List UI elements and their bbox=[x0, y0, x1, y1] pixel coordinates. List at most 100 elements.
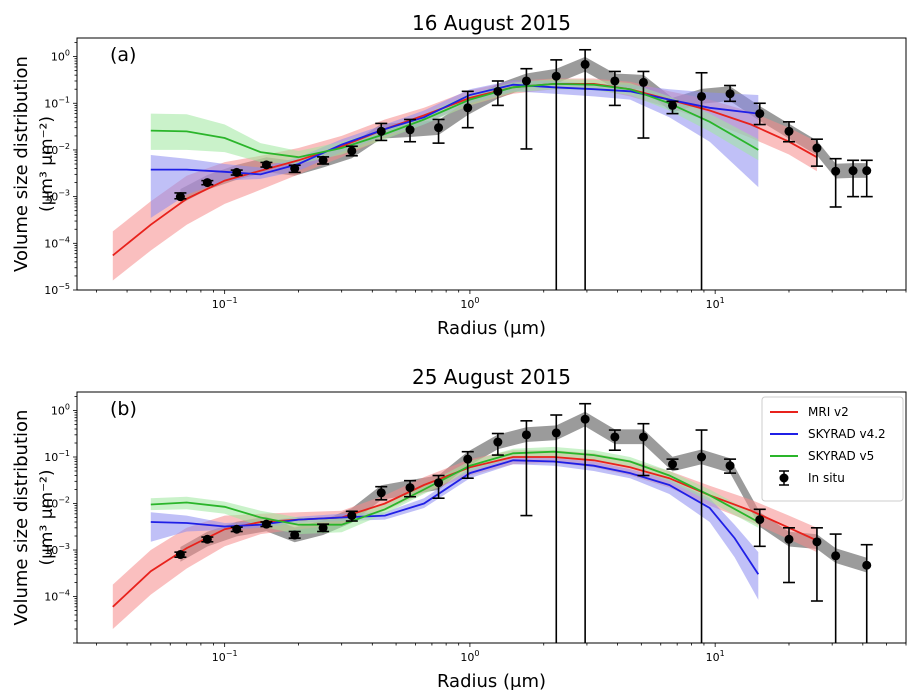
x-tick-label-exponent: −1 bbox=[226, 296, 238, 305]
x-tick-label-exponent: 0 bbox=[474, 649, 479, 658]
skyrad-v4-2-band bbox=[150, 457, 759, 600]
y-tick-label-exponent: −2 bbox=[58, 496, 70, 505]
y-tick-label-exponent: −4 bbox=[58, 589, 70, 598]
in-situ-point bbox=[784, 534, 794, 544]
in-situ-point bbox=[434, 478, 444, 488]
x-tick-label-base: 10 bbox=[212, 298, 226, 311]
y-axis-label: Volume size distribution bbox=[11, 56, 32, 272]
chart-title: 25 August 2015 bbox=[412, 365, 571, 389]
in-situ-point bbox=[831, 551, 841, 561]
in-situ-point bbox=[175, 550, 185, 560]
in-situ-point bbox=[405, 125, 415, 135]
y-axis-units: (μm³ μm⁻²) bbox=[37, 469, 57, 565]
x-tick-label-exponent: 1 bbox=[720, 296, 725, 305]
x-tick-label: 100 bbox=[460, 649, 479, 664]
in-situ-point bbox=[862, 166, 872, 176]
x-tick-label-base: 10 bbox=[460, 298, 474, 311]
x-tick-label-base: 10 bbox=[706, 298, 720, 311]
x-tick-label: 101 bbox=[706, 649, 725, 664]
x-tick-label: 10−1 bbox=[212, 296, 238, 311]
y-tick-label-base: 10 bbox=[44, 451, 58, 464]
in-situ-point bbox=[697, 91, 707, 101]
panel-label: (a) bbox=[110, 44, 136, 66]
y-tick-label-base: 10 bbox=[44, 237, 58, 250]
in-situ-point bbox=[261, 519, 271, 529]
in-situ-point bbox=[848, 166, 858, 176]
in-situ-point bbox=[725, 89, 735, 99]
in-situ-point bbox=[347, 511, 357, 521]
in-situ-point bbox=[521, 430, 531, 440]
in-situ-point bbox=[668, 459, 678, 469]
in-situ-point bbox=[697, 452, 707, 462]
in-situ-point bbox=[434, 123, 444, 133]
y-tick-label: 10−3 bbox=[44, 542, 70, 557]
mri-v2-line bbox=[112, 83, 818, 257]
in-situ-point bbox=[784, 126, 794, 136]
in-situ-point bbox=[376, 126, 386, 136]
in-situ-point bbox=[463, 103, 473, 113]
in-situ-point bbox=[290, 530, 300, 540]
in-situ-point bbox=[202, 178, 212, 188]
in-situ-point bbox=[755, 515, 765, 525]
in-situ-point bbox=[580, 414, 590, 424]
legend-label: SKYRAD v5 bbox=[808, 449, 874, 463]
legend-box bbox=[761, 396, 904, 502]
y-tick-label-base: 10 bbox=[44, 544, 58, 557]
y-tick-label-base: 10 bbox=[44, 97, 58, 110]
in-situ-point bbox=[862, 560, 872, 570]
y-tick-label-base: 10 bbox=[44, 591, 58, 604]
plot-area bbox=[112, 48, 873, 290]
y-tick-label: 10−2 bbox=[44, 142, 70, 157]
in-situ-point bbox=[376, 488, 386, 498]
y-tick-label-exponent: −4 bbox=[58, 235, 70, 244]
legend-label: In situ bbox=[808, 471, 845, 485]
y-tick-label-base: 10 bbox=[44, 284, 58, 297]
y-tick-label: 10−4 bbox=[44, 235, 70, 250]
in-situ-point bbox=[551, 71, 561, 81]
y-tick-label: 10−1 bbox=[44, 449, 70, 464]
legend-swatch-point bbox=[779, 473, 789, 483]
chart-title: 16 August 2015 bbox=[412, 11, 571, 35]
in-situ-point bbox=[318, 155, 328, 165]
in-situ-point bbox=[812, 537, 822, 547]
in-situ-point bbox=[551, 428, 561, 438]
x-tick-label-base: 10 bbox=[212, 651, 226, 664]
legend: MRI v2 SKYRAD v4.2 SKYRAD v5 In situ bbox=[761, 396, 904, 502]
y-tick-label-exponent: −1 bbox=[58, 95, 70, 104]
x-tick-label-base: 10 bbox=[460, 651, 474, 664]
legend-label: MRI v2 bbox=[808, 405, 849, 419]
in-situ-point bbox=[463, 454, 473, 464]
x-axis-label: Radius (μm) bbox=[437, 318, 546, 339]
skyrad-v5-line bbox=[150, 82, 759, 159]
in-situ-point bbox=[755, 109, 765, 119]
legend-label: SKYRAD v4.2 bbox=[808, 427, 886, 441]
in-situ-point bbox=[610, 432, 620, 442]
y-tick-label-exponent: −3 bbox=[58, 189, 70, 198]
y-tick-label-base: 10 bbox=[51, 405, 65, 418]
x-tick-label: 100 bbox=[460, 296, 479, 311]
in-situ-point bbox=[638, 77, 648, 87]
mri-v2-band bbox=[112, 78, 817, 281]
in-situ-point bbox=[232, 167, 242, 177]
in-situ-point bbox=[347, 146, 357, 156]
y-tick-label-base: 10 bbox=[44, 191, 58, 204]
x-tick-label-exponent: 1 bbox=[720, 649, 725, 658]
panel-label: (b) bbox=[110, 398, 137, 420]
in-situ-point bbox=[290, 164, 300, 174]
in-situ-point bbox=[725, 461, 735, 471]
in-situ-point bbox=[668, 100, 678, 110]
y-tick-label: 10−2 bbox=[44, 496, 70, 511]
y-tick-label: 10−5 bbox=[44, 282, 70, 297]
in-situ-point bbox=[405, 483, 415, 493]
in-situ-point bbox=[521, 76, 531, 86]
in-situ-point bbox=[318, 523, 328, 533]
y-tick-label: 100 bbox=[51, 49, 70, 64]
y-tick-label-exponent: −2 bbox=[58, 142, 70, 151]
in-situ-point bbox=[638, 432, 648, 442]
x-tick-label: 10−1 bbox=[212, 649, 238, 664]
in-situ-point bbox=[261, 160, 271, 170]
in-situ-point bbox=[493, 437, 503, 447]
